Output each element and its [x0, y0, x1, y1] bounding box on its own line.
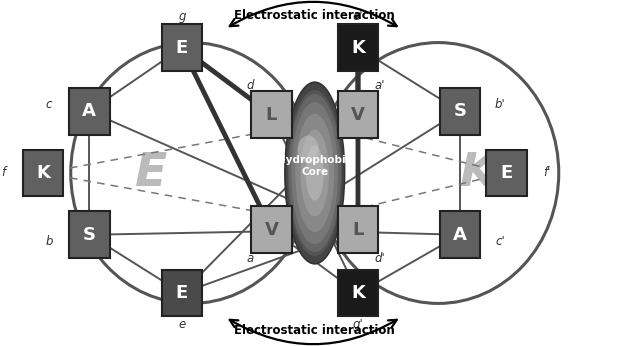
Ellipse shape — [289, 94, 341, 252]
Ellipse shape — [301, 130, 329, 216]
Text: g: g — [178, 10, 186, 23]
FancyBboxPatch shape — [69, 88, 109, 135]
Text: c: c — [46, 98, 53, 111]
FancyBboxPatch shape — [251, 91, 292, 138]
Text: K: K — [351, 284, 365, 302]
Ellipse shape — [285, 82, 344, 264]
FancyBboxPatch shape — [338, 91, 378, 138]
FancyBboxPatch shape — [161, 24, 202, 71]
Text: e': e' — [352, 10, 363, 23]
Text: b: b — [46, 235, 53, 248]
Text: E: E — [176, 284, 188, 302]
Text: E: E — [176, 39, 188, 57]
Text: Electrostatic interaction: Electrostatic interaction — [234, 325, 395, 337]
Ellipse shape — [288, 90, 342, 256]
Text: e: e — [178, 318, 186, 330]
FancyBboxPatch shape — [338, 270, 378, 317]
Ellipse shape — [295, 114, 334, 232]
Text: E: E — [500, 164, 512, 182]
FancyBboxPatch shape — [439, 88, 480, 135]
FancyBboxPatch shape — [161, 270, 202, 317]
FancyBboxPatch shape — [338, 206, 378, 253]
Text: Electrostatic interaction: Electrostatic interaction — [234, 9, 395, 21]
Text: L: L — [352, 221, 364, 239]
FancyBboxPatch shape — [22, 150, 63, 196]
Text: a': a' — [374, 79, 385, 92]
Text: A: A — [453, 226, 467, 244]
Text: K: K — [36, 164, 50, 182]
FancyBboxPatch shape — [251, 206, 292, 253]
Text: Hydrophobic
Core: Hydrophobic Core — [278, 155, 352, 177]
Text: A: A — [82, 102, 96, 120]
Text: V: V — [264, 221, 279, 239]
Text: g': g' — [352, 318, 363, 330]
Text: d: d — [246, 79, 254, 92]
Text: f': f' — [542, 166, 550, 180]
FancyBboxPatch shape — [439, 211, 480, 258]
FancyBboxPatch shape — [486, 150, 527, 196]
Text: f: f — [1, 166, 5, 180]
Text: V: V — [351, 106, 365, 124]
Ellipse shape — [298, 136, 319, 163]
Text: S: S — [453, 102, 466, 120]
Text: K: K — [460, 151, 497, 195]
FancyBboxPatch shape — [69, 211, 109, 258]
Ellipse shape — [306, 145, 324, 201]
Text: a: a — [246, 252, 254, 265]
Text: b': b' — [495, 98, 506, 111]
Text: L: L — [266, 106, 278, 124]
Text: E: E — [135, 151, 167, 195]
FancyBboxPatch shape — [338, 24, 378, 71]
Text: S: S — [82, 226, 96, 244]
Text: d': d' — [374, 252, 385, 265]
Ellipse shape — [291, 102, 338, 244]
Text: c': c' — [495, 235, 505, 248]
Text: K: K — [351, 39, 365, 57]
